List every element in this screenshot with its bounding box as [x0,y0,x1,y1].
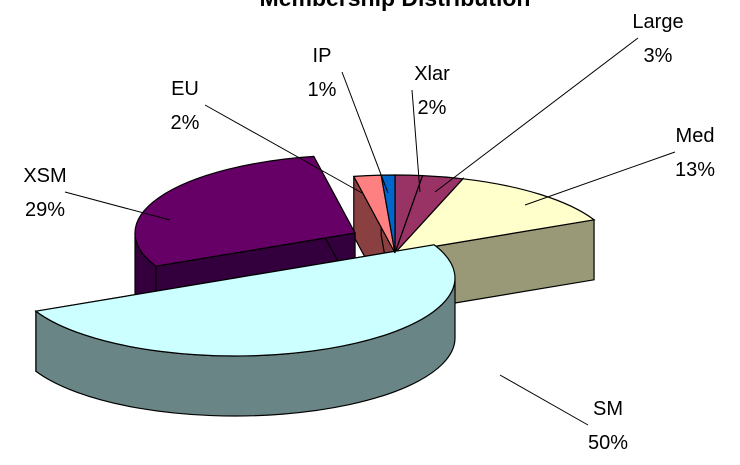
leader-lines [64,37,676,426]
slice-xsm [134,155,356,267]
slice-percent-large: 3% [644,45,673,67]
leader-line-sm [499,374,589,426]
slice-percent-sm: 50% [588,432,628,454]
slice-sm [34,244,456,357]
slice-percent-med: 13% [675,159,715,181]
slice-label-sm: SM [593,398,623,420]
leader-line-eu [204,104,363,194]
slice-label-eu: EU [171,78,199,100]
slice-label-med: Med [676,125,715,147]
slice-label-large: Large [632,11,683,33]
slice-label-ip: IP [313,45,332,67]
slice-med [393,178,596,254]
leader-line-large [434,37,639,193]
leader-line-ip [341,71,389,194]
slice-labels: Xlar 2% Large 3% Med 13% SM 50% XSM 29% EU 2% IP 1% [23,11,715,454]
slice-percent-eu: 2% [171,112,200,134]
leader-line-med [524,151,676,206]
slice-percent-xlar: 2% [418,97,447,119]
slice-percent-ip: 1% [308,79,337,101]
leader-line-xsm [64,191,171,221]
chart-title: Membership Distribution [260,0,531,11]
slice-percent-xsm: 29% [25,199,65,221]
leader-line-xlar [411,89,421,193]
slice-label-xlar: Xlar [414,63,450,85]
pie-slices [34,155,596,357]
slice-label-xsm: XSM [23,165,66,187]
